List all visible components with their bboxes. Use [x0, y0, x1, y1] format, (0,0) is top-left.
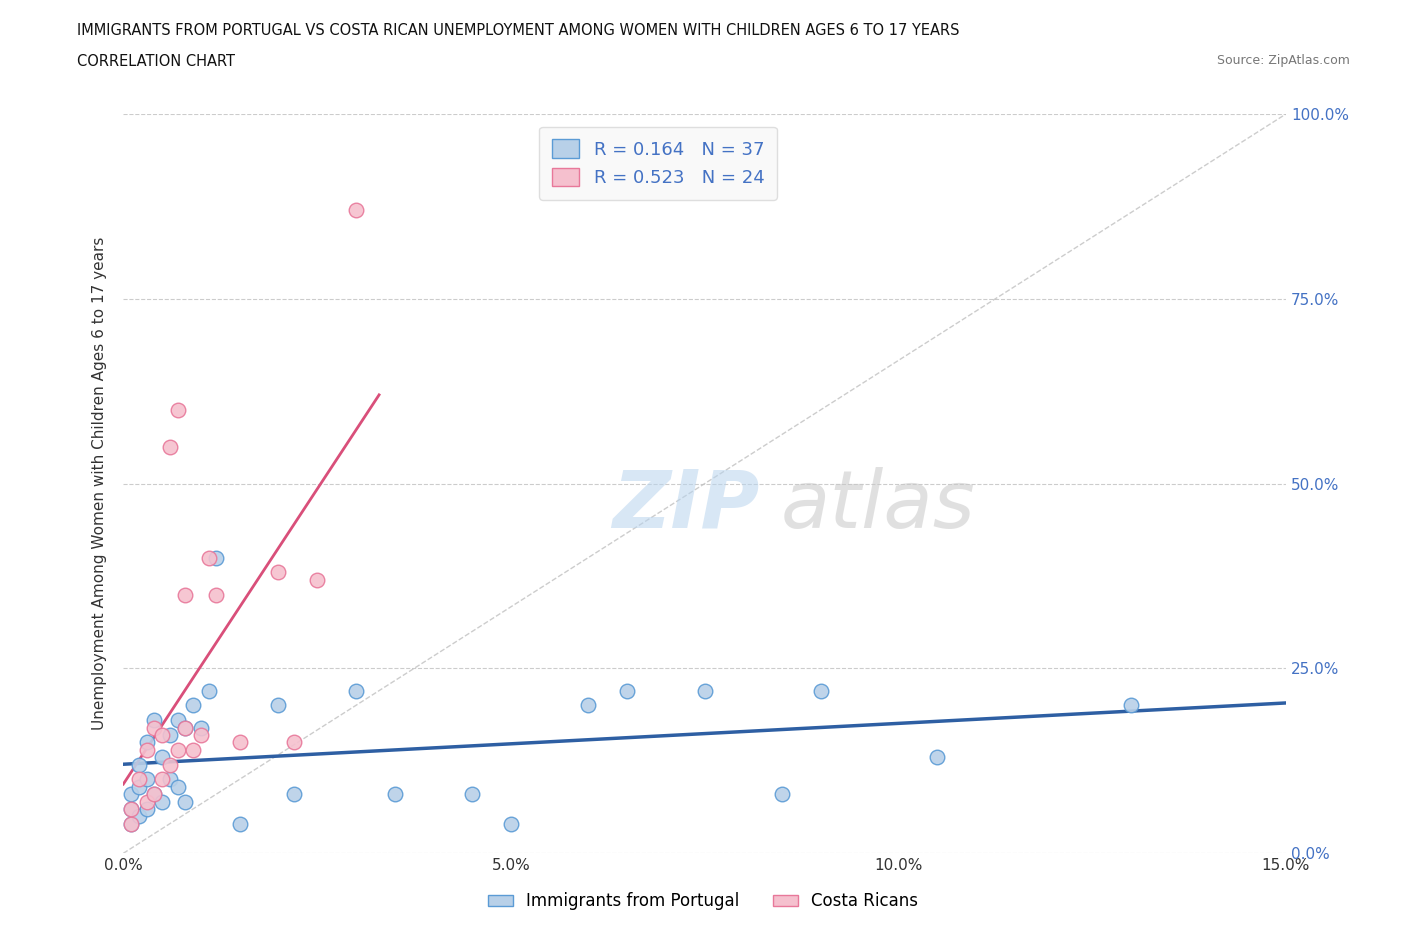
Point: [159, 439, 181, 454]
Point: [267, 565, 290, 579]
Text: ZIP: ZIP: [612, 467, 759, 545]
Text: atlas: atlas: [780, 467, 974, 545]
Point: [499, 817, 522, 831]
Point: [384, 787, 406, 802]
Point: [120, 817, 142, 831]
Text: CORRELATION CHART: CORRELATION CHART: [77, 54, 235, 69]
Point: [228, 735, 250, 750]
Point: [205, 587, 228, 602]
Point: [143, 787, 166, 802]
Point: [461, 787, 484, 802]
Point: [344, 684, 367, 698]
Point: [307, 572, 329, 587]
Point: [283, 787, 305, 802]
Point: [143, 787, 166, 802]
Point: [166, 712, 188, 727]
Point: [120, 802, 142, 817]
Point: [927, 750, 949, 764]
Text: Source: ZipAtlas.com: Source: ZipAtlas.com: [1216, 54, 1350, 67]
Point: [143, 720, 166, 735]
Point: [190, 720, 212, 735]
Point: [143, 712, 166, 727]
Point: [150, 750, 173, 764]
Point: [159, 772, 181, 787]
Point: [174, 720, 197, 735]
Legend: Immigrants from Portugal, Costa Ricans: Immigrants from Portugal, Costa Ricans: [481, 885, 925, 917]
Point: [810, 684, 832, 698]
Point: [576, 698, 599, 713]
Point: [128, 757, 150, 772]
Point: [128, 772, 150, 787]
Point: [205, 551, 228, 565]
Legend: R = 0.164   N = 37, R = 0.523   N = 24: R = 0.164 N = 37, R = 0.523 N = 24: [540, 126, 778, 200]
Point: [150, 772, 173, 787]
Point: [135, 742, 157, 757]
Point: [228, 817, 250, 831]
Point: [693, 684, 716, 698]
Point: [135, 794, 157, 809]
Point: [181, 698, 204, 713]
Point: [150, 794, 173, 809]
Point: [120, 787, 142, 802]
Point: [197, 551, 219, 565]
Point: [166, 403, 188, 418]
Point: [616, 684, 638, 698]
Point: [135, 802, 157, 817]
Point: [197, 684, 219, 698]
Point: [159, 757, 181, 772]
Point: [159, 727, 181, 742]
Point: [128, 809, 150, 824]
Point: [190, 727, 212, 742]
Point: [150, 727, 173, 742]
Point: [174, 794, 197, 809]
Point: [174, 587, 197, 602]
Point: [135, 735, 157, 750]
Text: IMMIGRANTS FROM PORTUGAL VS COSTA RICAN UNEMPLOYMENT AMONG WOMEN WITH CHILDREN A: IMMIGRANTS FROM PORTUGAL VS COSTA RICAN …: [77, 23, 960, 38]
Point: [267, 698, 290, 713]
Y-axis label: Unemployment Among Women with Children Ages 6 to 17 years: Unemployment Among Women with Children A…: [93, 237, 107, 730]
Point: [770, 787, 793, 802]
Point: [166, 779, 188, 794]
Point: [1119, 698, 1142, 713]
Point: [128, 779, 150, 794]
Point: [166, 742, 188, 757]
Point: [120, 817, 142, 831]
Point: [283, 735, 305, 750]
Point: [135, 772, 157, 787]
Point: [344, 203, 367, 218]
Point: [174, 720, 197, 735]
Point: [120, 802, 142, 817]
Point: [181, 742, 204, 757]
